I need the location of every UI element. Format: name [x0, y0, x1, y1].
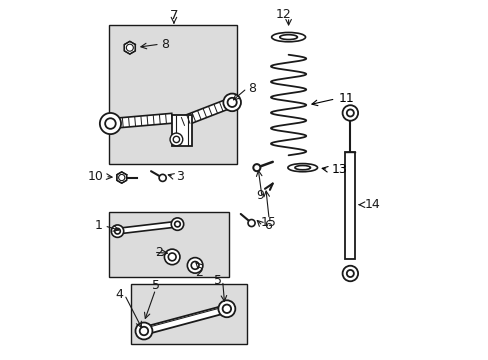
Circle shape	[119, 175, 124, 181]
Circle shape	[114, 228, 120, 234]
Circle shape	[187, 258, 203, 273]
Bar	[131, 284, 247, 344]
Ellipse shape	[271, 32, 305, 42]
Text: 10: 10	[87, 170, 103, 183]
Circle shape	[100, 113, 121, 134]
Circle shape	[346, 270, 353, 277]
Text: 8: 8	[247, 82, 256, 95]
Circle shape	[164, 249, 180, 265]
Circle shape	[218, 300, 235, 317]
Text: 11: 11	[338, 93, 354, 105]
Text: 9: 9	[256, 189, 264, 202]
Circle shape	[346, 109, 353, 117]
Circle shape	[342, 105, 357, 121]
Polygon shape	[117, 172, 126, 183]
Text: 7: 7	[169, 9, 178, 22]
Circle shape	[223, 94, 241, 111]
Ellipse shape	[294, 166, 310, 170]
Text: 6: 6	[264, 219, 271, 232]
Text: 5: 5	[213, 274, 221, 287]
Polygon shape	[124, 41, 135, 54]
Circle shape	[140, 327, 148, 335]
Circle shape	[135, 323, 152, 339]
Polygon shape	[110, 113, 172, 129]
Text: 8: 8	[161, 38, 169, 51]
Text: 1: 1	[95, 219, 102, 232]
Bar	[108, 25, 237, 164]
Circle shape	[191, 261, 199, 269]
Circle shape	[227, 98, 236, 107]
Ellipse shape	[287, 163, 317, 172]
Bar	[108, 212, 228, 277]
Text: 4: 4	[115, 288, 122, 301]
Circle shape	[170, 133, 183, 146]
Circle shape	[222, 305, 231, 313]
Circle shape	[342, 266, 357, 281]
Circle shape	[174, 221, 180, 227]
Text: 2: 2	[155, 246, 163, 259]
Text: 5: 5	[151, 279, 159, 292]
Polygon shape	[117, 221, 178, 234]
Circle shape	[168, 253, 176, 261]
Bar	[172, 115, 191, 147]
Text: 14: 14	[364, 198, 380, 211]
Circle shape	[247, 220, 255, 226]
Text: 2: 2	[194, 266, 202, 279]
Text: 12: 12	[275, 8, 290, 21]
Text: 15: 15	[260, 216, 276, 229]
Text: 13: 13	[331, 163, 347, 176]
Bar	[345, 153, 355, 259]
Ellipse shape	[279, 35, 297, 40]
Circle shape	[105, 118, 116, 129]
Circle shape	[159, 174, 166, 181]
Circle shape	[171, 218, 183, 230]
Text: 3: 3	[175, 170, 183, 183]
Circle shape	[173, 136, 179, 143]
Circle shape	[126, 44, 133, 51]
Circle shape	[253, 164, 260, 171]
Polygon shape	[142, 305, 227, 335]
Circle shape	[111, 225, 123, 237]
Polygon shape	[175, 98, 233, 128]
